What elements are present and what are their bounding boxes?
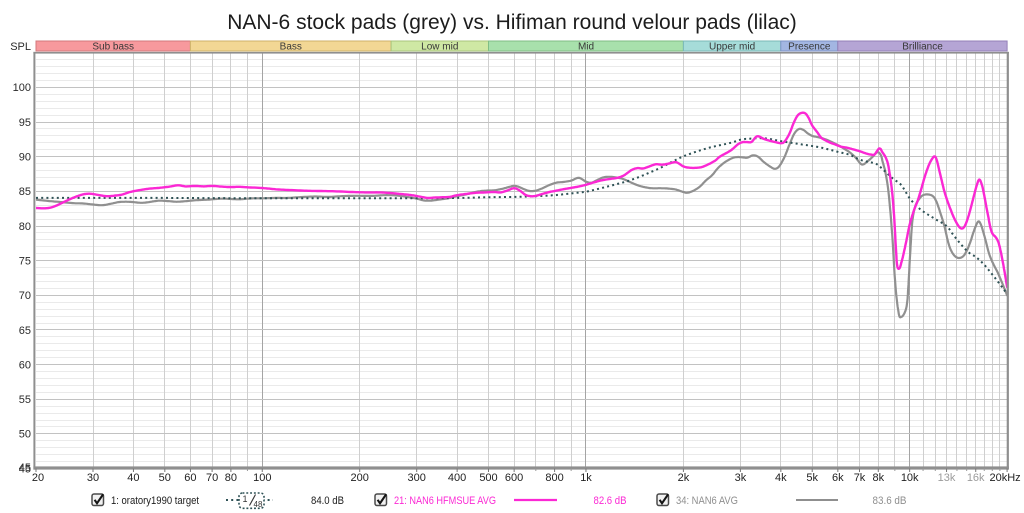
svg-text:45: 45 <box>19 462 31 474</box>
svg-text:1: oratory1990 target: 1: oratory1990 target <box>111 495 199 507</box>
svg-text:20kHz: 20kHz <box>990 472 1021 484</box>
svg-text:Low mid: Low mid <box>421 42 458 53</box>
svg-text:7k: 7k <box>854 472 866 484</box>
svg-text:80: 80 <box>225 472 237 484</box>
svg-text:100: 100 <box>13 82 31 94</box>
svg-text:100: 100 <box>253 472 271 484</box>
svg-text:800: 800 <box>545 472 563 484</box>
svg-text:21: NAN6 HFMSUE AVG: 21: NAN6 HFMSUE AVG <box>394 495 496 507</box>
svg-text:70: 70 <box>206 472 218 484</box>
svg-text:70: 70 <box>19 290 31 302</box>
svg-text:SPL: SPL <box>10 41 31 53</box>
svg-text:50: 50 <box>159 472 171 484</box>
svg-text:60: 60 <box>184 472 196 484</box>
svg-text:400: 400 <box>448 472 466 484</box>
svg-text:6k: 6k <box>832 472 844 484</box>
svg-text:300: 300 <box>408 472 426 484</box>
svg-text:30: 30 <box>87 472 99 484</box>
svg-text:65: 65 <box>19 325 31 337</box>
svg-text:5k: 5k <box>806 472 818 484</box>
svg-text:8k: 8k <box>872 472 884 484</box>
svg-text:48: 48 <box>254 500 263 509</box>
svg-text:Presence: Presence <box>788 42 831 53</box>
svg-text:40: 40 <box>127 472 139 484</box>
svg-text:95: 95 <box>19 117 31 129</box>
svg-text:600: 600 <box>505 472 523 484</box>
svg-text:55: 55 <box>19 394 31 406</box>
svg-text:10k: 10k <box>901 472 919 484</box>
svg-text:83.6 dB: 83.6 dB <box>873 495 907 507</box>
svg-text:1: 1 <box>243 494 248 504</box>
svg-text:84.0 dB: 84.0 dB <box>311 495 344 507</box>
svg-text:75: 75 <box>19 255 31 267</box>
svg-text:80: 80 <box>19 221 31 233</box>
svg-text:3k: 3k <box>735 472 747 484</box>
svg-text:20: 20 <box>32 472 44 484</box>
svg-text:NAN-6 stock pads (grey) vs. Hi: NAN-6 stock pads (grey) vs. Hifiman roun… <box>227 11 797 34</box>
svg-text:4k: 4k <box>775 472 787 484</box>
svg-text:16k: 16k <box>967 472 985 484</box>
svg-text:2k: 2k <box>678 472 690 484</box>
svg-text:Upper mid: Upper mid <box>709 42 755 53</box>
svg-text:Sub bass: Sub bass <box>92 42 134 53</box>
svg-text:1k: 1k <box>580 472 592 484</box>
svg-text:Brilliance: Brilliance <box>902 42 943 53</box>
svg-text:85: 85 <box>19 186 31 198</box>
svg-text:50: 50 <box>19 429 31 441</box>
svg-text:34: NAN6 AVG: 34: NAN6 AVG <box>676 495 738 507</box>
svg-text:82.6 dB: 82.6 dB <box>594 495 627 507</box>
svg-text:45: 45 <box>19 463 31 475</box>
svg-text:Bass: Bass <box>280 42 302 53</box>
svg-text:500: 500 <box>479 472 497 484</box>
svg-text:Mid: Mid <box>578 42 594 53</box>
svg-text:13k: 13k <box>938 472 956 484</box>
svg-text:60: 60 <box>19 359 31 371</box>
svg-text:90: 90 <box>19 152 31 164</box>
svg-text:200: 200 <box>351 472 369 484</box>
